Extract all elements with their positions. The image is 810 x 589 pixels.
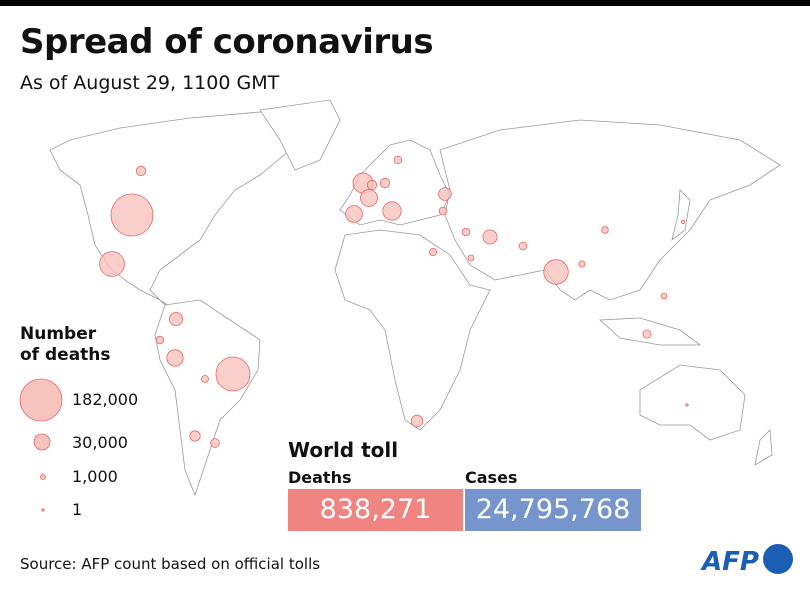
land-outlines <box>49 99 781 497</box>
death-bubble-egypt <box>428 247 437 256</box>
death-bubble-canada <box>135 165 147 177</box>
death-bubble-indonesia <box>642 329 652 339</box>
deaths-value: 838,271 <box>288 489 463 531</box>
legend-circle-182000 <box>19 378 63 422</box>
death-bubble-australia <box>685 403 689 407</box>
legend-circle-1000 <box>40 474 46 480</box>
death-bubble-iraq <box>461 227 471 237</box>
legend-title-line1: Number <box>20 324 97 344</box>
africa <box>334 229 491 431</box>
death-bubble-bangladesh <box>578 260 586 268</box>
death-bubble-united-states <box>110 193 154 237</box>
death-bubble-argentina <box>210 438 220 448</box>
legend-circles <box>19 378 63 512</box>
death-bubble-belgium <box>366 179 378 191</box>
death-bubble-russia <box>438 187 452 201</box>
new-zealand <box>754 429 773 466</box>
deaths-label: Deaths <box>288 468 352 487</box>
death-bubble-mexico <box>99 251 125 277</box>
cases-label: Cases <box>465 468 518 487</box>
legend-label: 182,000 <box>72 390 139 409</box>
death-bubble-saudi-arabia <box>467 254 475 262</box>
page-title: Spread of coronavirus <box>20 22 434 62</box>
death-bubble-spain <box>345 205 363 223</box>
death-bubble-chile <box>189 430 201 442</box>
south-america <box>154 299 261 497</box>
death-bubble-china <box>601 226 609 234</box>
page-subtitle: As of August 29, 1100 GMT <box>20 72 280 94</box>
legend-title: Number of deaths <box>20 324 111 366</box>
death-bubble-bolivia <box>201 375 209 383</box>
death-bubble-turkey <box>438 206 448 216</box>
australia <box>639 364 746 441</box>
asia <box>439 119 781 301</box>
death-bubble-japan <box>680 219 686 225</box>
source-note: Source: AFP count based on official toll… <box>20 555 321 573</box>
top-bar <box>0 0 810 6</box>
svg-text:AFP: AFP <box>700 547 759 577</box>
death-bubble-sweden <box>393 155 403 165</box>
legend-label: 1 <box>72 500 83 519</box>
japan <box>671 189 691 242</box>
legend-label: 1,000 <box>72 467 118 486</box>
death-bubble-peru <box>166 349 184 367</box>
death-bubble-india <box>543 259 569 285</box>
death-bubble-pakistan <box>518 241 528 251</box>
death-bubble-ecuador <box>155 335 165 345</box>
death-bubble-iran <box>482 229 498 245</box>
death-bubble-philippines <box>660 292 668 300</box>
north-america <box>49 111 301 311</box>
greenland <box>259 99 341 171</box>
death-bubble-brazil <box>215 356 251 392</box>
death-bubble-germany <box>379 177 391 189</box>
death-bubble-france <box>360 189 378 207</box>
world-toll-title: World toll <box>288 438 399 462</box>
afp-logo: AFP <box>700 544 793 577</box>
death-bubble-south-africa <box>410 414 424 428</box>
legend-circle-1 <box>41 508 45 512</box>
death-bubble-italy <box>382 201 402 221</box>
cases-value: 24,795,768 <box>465 489 641 531</box>
legend-title-line2: of deaths <box>20 345 111 365</box>
legend-circle-30000 <box>33 433 51 451</box>
death-bubble-colombia <box>168 311 183 326</box>
legend-label: 30,000 <box>72 433 128 452</box>
